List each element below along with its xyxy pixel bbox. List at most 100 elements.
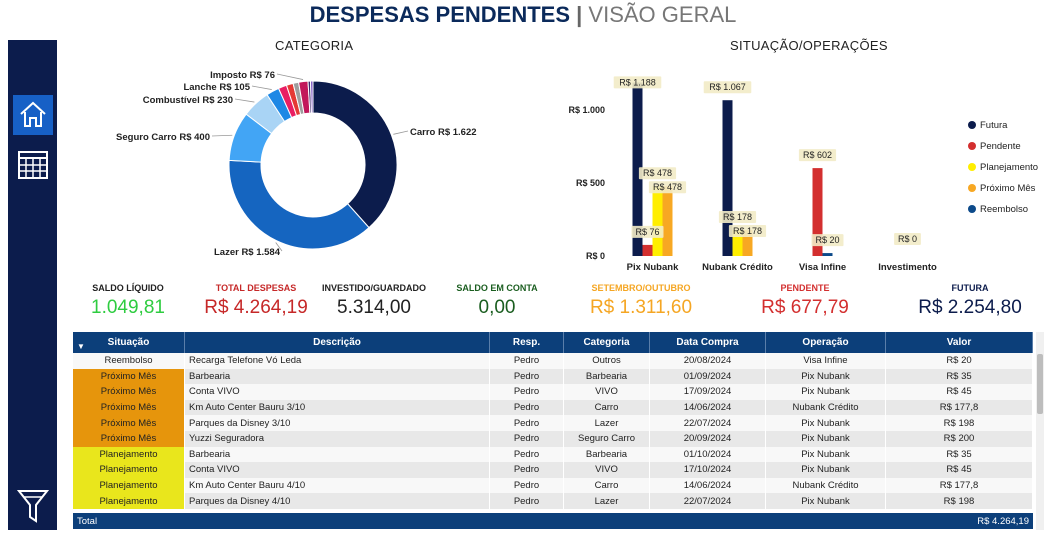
data-label-bg	[811, 234, 844, 247]
table-cell-descricao: Conta VIVO	[185, 384, 490, 400]
table-cell-descricao: Km Auto Center Bauru 4/10	[185, 477, 490, 494]
bar[interactable]	[742, 230, 753, 256]
table-row[interactable]: Próximo Mês Parques da Disney 3/10 Pedro La…	[73, 415, 1033, 431]
y-tick-label: R$ 0	[586, 251, 605, 261]
table-cell-situacao: Planejamento	[73, 446, 185, 463]
table-cell-resp: Pedro	[490, 493, 564, 509]
bar-data-label: R$ 178	[733, 226, 762, 236]
table-cell-data: 22/07/2024	[650, 415, 766, 431]
table-cell-operacao: Nubank Crédito	[766, 477, 886, 494]
donut-leader-line	[393, 130, 409, 135]
bar[interactable]	[722, 100, 733, 256]
table-cell-valor: R$ 20	[886, 353, 1033, 369]
home-button[interactable]	[13, 95, 53, 135]
donut-slice-label: Imposto R$ 76	[210, 70, 275, 81]
legend-marker	[968, 205, 976, 213]
data-label-bg	[798, 149, 837, 162]
legend-label[interactable]: Próximo Mês	[980, 183, 1036, 194]
legend-label[interactable]: Reembolso	[980, 204, 1028, 215]
table-cell-data: 01/10/2024	[650, 446, 766, 463]
table-row[interactable]: Próximo Mês Km Auto Center Bauru 3/10 Pedr…	[73, 399, 1033, 416]
filter-button[interactable]	[13, 486, 53, 526]
table-cell-categoria: Outros	[564, 353, 650, 369]
table-row[interactable]: Próximo Mês Conta VIVO Pedro VIVO 17/09/2024…	[73, 384, 1033, 400]
table-view-button[interactable]	[13, 145, 53, 185]
table-cell-resp: Pedro	[490, 399, 564, 416]
donut-slice-label: Combustível R$ 230	[143, 95, 233, 106]
kpi-value: 5.314,00	[337, 297, 411, 318]
table-header: ▼ Situação Descrição Resp. Categoria Data Co…	[73, 332, 1033, 353]
x-category-label: Pix Nubank	[627, 262, 679, 273]
bar-data-label: R$ 602	[803, 150, 832, 160]
total-value: R$ 4.264,19	[977, 515, 1029, 527]
bar[interactable]	[662, 186, 673, 256]
operations-section-title: SITUAÇÃO/OPERAÇÕES	[730, 38, 888, 53]
bar-data-label: R$ 0	[898, 234, 917, 244]
data-label-bg	[648, 181, 687, 194]
column-header[interactable]: Operação	[766, 332, 886, 353]
table-cell-valor: R$ 177,8	[886, 477, 1033, 494]
total-label: Total	[77, 515, 98, 527]
donut-slice[interactable]	[312, 80, 398, 229]
kpi-value: R$ 677,79	[761, 297, 849, 318]
column-header[interactable]: Data Compra	[650, 332, 766, 353]
donut-leader-line	[234, 98, 255, 103]
column-header[interactable]: Valor	[886, 332, 1033, 353]
table-row[interactable]: Planejamento Parques da Disney 4/10 Pedro L…	[73, 493, 1033, 509]
table-cell-data: 20/09/2024	[650, 430, 766, 447]
bar-data-label: R$ 478	[643, 168, 672, 178]
table-cell-situacao: Próximo Mês	[73, 384, 185, 400]
bar[interactable]	[642, 244, 653, 256]
table-cell-operacao: Pix Nubank	[766, 415, 886, 431]
column-header[interactable]: Resp.	[490, 332, 564, 353]
table-cell-valor: R$ 35	[886, 368, 1033, 385]
column-header[interactable]: Categoria	[564, 332, 650, 353]
table-cell-resp: Pedro	[490, 477, 564, 494]
table-cell-operacao: Pix Nubank	[766, 430, 886, 447]
donut-leader-line	[251, 85, 272, 90]
legend-label[interactable]: Pendente	[980, 141, 1021, 152]
bar-data-label: R$ 76	[635, 227, 659, 237]
legend-label[interactable]: Planejamento	[980, 162, 1038, 173]
table-cell-data: 17/10/2024	[650, 462, 766, 478]
table-scrollbar[interactable]	[1036, 332, 1044, 530]
scrollbar-thumb[interactable]	[1037, 354, 1043, 414]
column-header[interactable]: Descrição	[185, 332, 490, 353]
table-row[interactable]: Próximo Mês Yuzzi Seguradora Pedro Seguro C…	[73, 430, 1033, 447]
sort-down-icon[interactable]: ▼	[77, 342, 85, 351]
bar[interactable]	[822, 253, 833, 256]
table-cell-data: 14/06/2024	[650, 399, 766, 416]
kpi-value: R$ 2.254,80	[918, 297, 1022, 318]
table-row[interactable]: Planejamento Km Auto Center Bauru 4/10 Ped…	[73, 477, 1033, 494]
donut-slice-label: Carro R$ 1.622	[410, 127, 477, 138]
table-cell-categoria: Lazer	[564, 415, 650, 431]
table-cell-resp: Pedro	[490, 462, 564, 478]
kpi-value: R$ 4.264,19	[204, 297, 308, 318]
table-cell-data: 14/06/2024	[650, 477, 766, 494]
table-row[interactable]: Reembolso Recarga Telefone Vó Leda Pedro Ou…	[73, 353, 1033, 369]
donut-slice[interactable]	[228, 159, 370, 250]
legend-label[interactable]: Futura	[980, 120, 1008, 131]
table-cell-resp: Pedro	[490, 430, 564, 447]
table-cell-categoria: Lazer	[564, 493, 650, 509]
sidebar	[8, 40, 57, 530]
donut-leader-line	[276, 73, 304, 80]
table-row[interactable]: Planejamento Conta VIVO Pedro VIVO 17/10/202…	[73, 462, 1033, 478]
column-header[interactable]: Situação	[73, 332, 185, 353]
donut-slice-label: Seguro Carro R$ 400	[116, 132, 210, 143]
table-row[interactable]: Planejamento Barbearia Pedro Barbearia 01/10…	[73, 446, 1033, 463]
bar[interactable]	[732, 230, 743, 256]
y-tick-label: R$ 1.000	[568, 105, 605, 115]
kpi-card: SALDO LÍQUIDO 1.049,81	[58, 283, 198, 319]
table-cell-descricao: Parques da Disney 4/10	[185, 493, 490, 509]
table-row[interactable]: Próximo Mês Barbearia Pedro Barbearia 01/09/…	[73, 368, 1033, 385]
table-cell-descricao: Parques da Disney 3/10	[185, 415, 490, 431]
legend-marker	[968, 142, 976, 150]
donut-slice[interactable]	[309, 80, 314, 114]
bar[interactable]	[812, 168, 823, 256]
table-cell-data: 17/09/2024	[650, 384, 766, 400]
table-cell-categoria: VIVO	[564, 462, 650, 478]
bar[interactable]	[652, 186, 663, 256]
kpi-label: TOTAL DESPESAS	[215, 283, 297, 293]
bar[interactable]	[632, 82, 643, 256]
